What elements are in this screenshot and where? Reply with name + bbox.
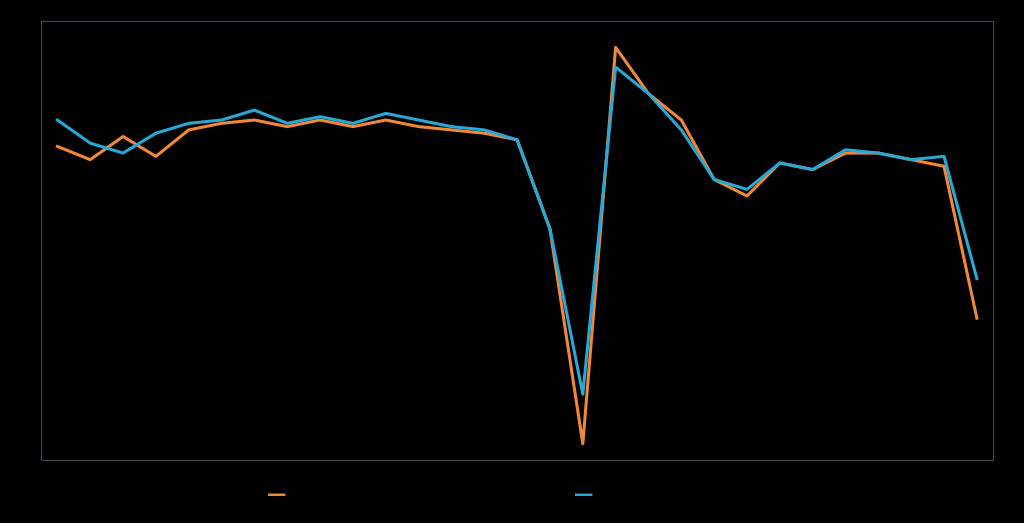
Text: —: — xyxy=(267,485,286,504)
Text: —: — xyxy=(574,485,593,504)
